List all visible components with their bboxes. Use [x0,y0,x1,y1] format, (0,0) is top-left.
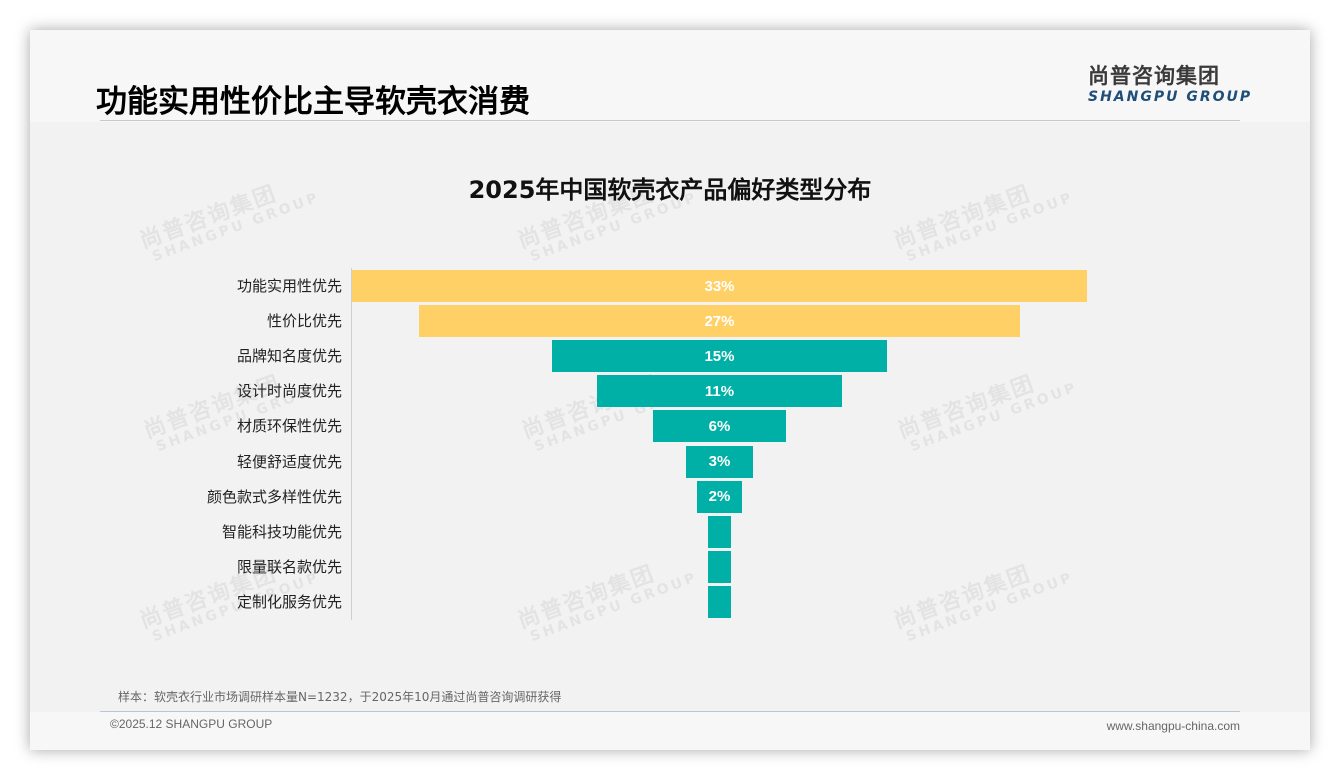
bar-value-label: 15% [704,347,735,365]
chart-row: 性价比优先 27% [30,305,1310,338]
funnel-bar: 15% [552,340,887,373]
funnel-bar [708,550,731,583]
chart-row: 颜色款式多样性优先 2% [30,480,1310,513]
bar-value-label: 11% [704,382,735,400]
category-label: 品牌知名度优先 [236,347,342,366]
logo-english-name: SHANGPU GROUP [1088,89,1253,105]
category-label: 颜色款式多样性优先 [206,487,342,506]
chart-row: 轻便舒适度优先 3% [30,445,1310,478]
bar-value-label: 2% [708,488,731,506]
bar-value-label: 33% [704,277,735,295]
category-label: 定制化服务优先 [236,592,342,611]
category-label: 材质环保性优先 [236,417,342,436]
logo-chinese-name: 尚普咨询集团 [1088,64,1220,88]
funnel-bar: 11% [597,375,842,408]
category-label: 轻便舒适度优先 [236,452,342,471]
footer-divider [100,711,1240,712]
funnel-bar [708,585,731,618]
funnel-bar: 6% [652,410,787,443]
funnel-bar: 3% [686,445,753,478]
company-logo: 尚普咨询集团 SHANGPU GROUP [1088,64,1253,106]
funnel-bar: 33% [352,270,1087,302]
funnel-bar: 27% [418,305,1021,338]
header-divider [100,120,1240,121]
chart-title: 2025年中国软壳衣产品偏好类型分布 [468,176,872,204]
website-link[interactable]: www.shangpu-china.com [1106,719,1240,733]
category-label: 性价比优先 [266,312,342,331]
category-label: 功能实用性优先 [236,277,342,295]
chart-row: 设计时尚度优先 11% [30,375,1310,408]
page-title: 功能实用性价比主导软壳衣消费 [96,84,530,120]
category-label: 设计时尚度优先 [236,382,342,401]
funnel-bar: 2% [697,480,742,513]
chart-row: 功能实用性优先 33% [30,270,1310,302]
category-label: 智能科技功能优先 [221,522,342,541]
bar-value-label: 6% [708,417,731,435]
chart-row: 定制化服务优先 [30,585,1310,618]
source-note: 样本：软壳衣行业市场调研样本量N=1232，于2025年10月通过尚普咨询调研获… [118,690,562,704]
category-axis-line [351,268,352,620]
funnel-bar [708,515,731,548]
chart-row: 限量联名款优先 [30,550,1310,583]
slide: 尚普咨询集团 SHANGPU GROUP 尚普咨询集团 SHANGPU GROUP … [30,30,1310,750]
footer-band [30,712,1310,750]
bar-value-label: 3% [708,453,731,470]
category-label: 限量联名款优先 [236,557,342,576]
chart-row: 品牌知名度优先 15% [30,340,1310,373]
chart-row: 材质环保性优先 6% [30,410,1310,443]
copyright: ©2025.12 SHANGPU GROUP [110,717,273,731]
bar-value-label: 27% [704,312,735,330]
chart-row: 智能科技功能优先 [30,515,1310,548]
header-band [30,30,1310,122]
